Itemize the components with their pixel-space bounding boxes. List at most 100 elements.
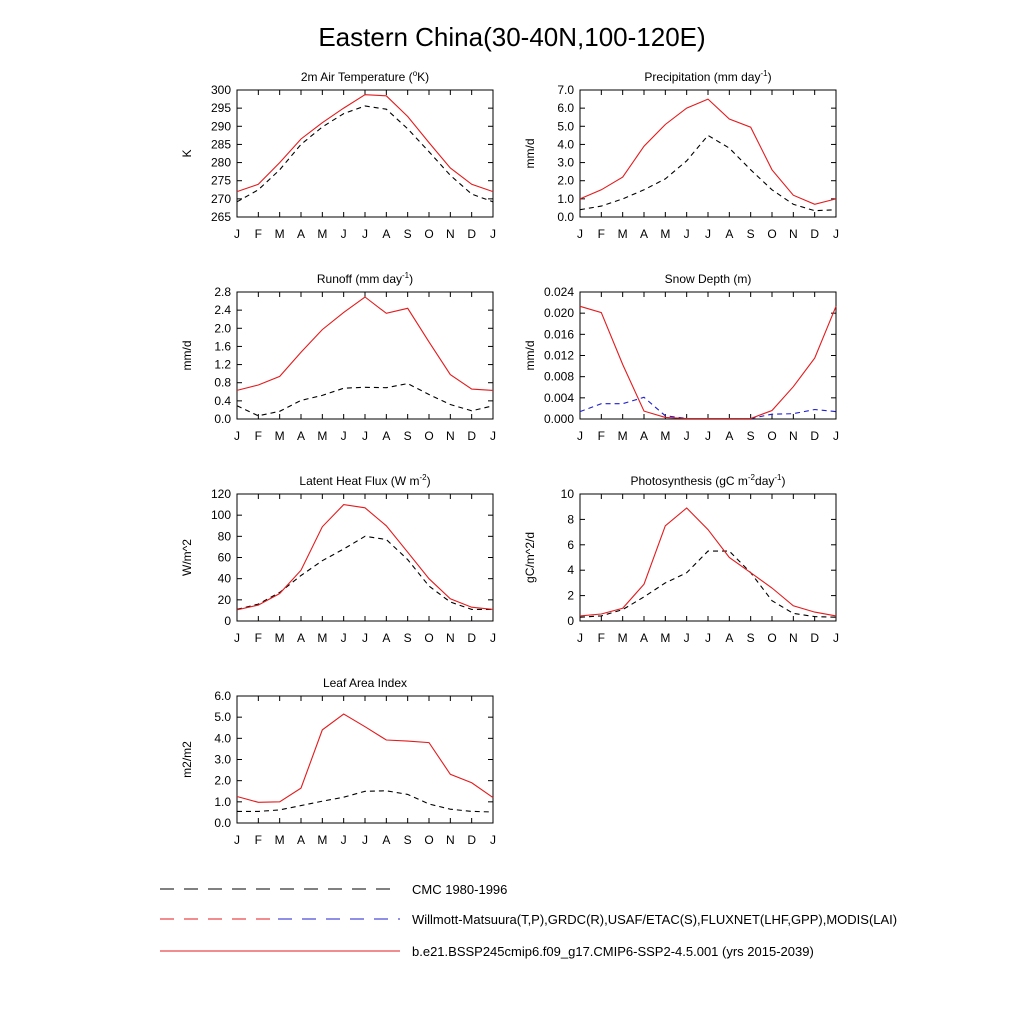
x-tick-label: A [640,631,648,645]
legend-label-cmc: CMC 1980-1996 [412,882,507,897]
y-tick-label: 290 [211,119,231,133]
x-tick-label: A [297,429,305,443]
x-tick-label: M [317,227,327,241]
y-tick-label: 0.4 [214,394,231,408]
x-tick-label: J [341,833,347,847]
x-tick-label: J [833,227,839,241]
x-tick-label: D [467,833,476,847]
x-tick-label: F [598,227,605,241]
x-tick-label: D [467,429,476,443]
series-line-model [579,507,837,617]
x-tick-label: J [705,429,711,443]
y-axis-label: W/m^2 [180,539,194,576]
series-line-model [236,713,494,803]
series-line-model [579,305,837,420]
x-tick-label: M [275,227,285,241]
x-tick-label: J [234,429,240,443]
x-tick-label: S [404,833,412,847]
x-tick-label: M [618,227,628,241]
x-tick-label: M [317,833,327,847]
y-tick-label: 0.012 [544,349,574,363]
y-tick-label: 80 [218,529,232,543]
x-tick-label: D [810,227,819,241]
x-tick-label: F [598,631,605,645]
x-tick-label: F [255,631,262,645]
plot-frame [579,493,837,622]
y-tick-label: 6 [567,538,574,552]
y-axis-label: mm/d [523,341,537,371]
series-line-obs [236,383,494,417]
x-tick-label: A [640,429,648,443]
x-tick-label: M [618,631,628,645]
x-tick-label: J [684,429,690,443]
x-tick-label: M [275,631,285,645]
plot-frame [236,493,494,622]
y-tick-label: 2.0 [557,174,574,188]
y-tick-label: 295 [211,101,231,115]
y-tick-label: 0.0 [557,210,574,224]
y-tick-label: 0.024 [544,285,574,299]
y-tick-label: 6.0 [557,101,574,115]
x-tick-label: M [618,429,628,443]
x-tick-label: O [424,429,433,443]
x-tick-label: J [490,429,496,443]
x-tick-label: S [404,227,412,241]
y-tick-label: 1.0 [214,795,231,809]
x-tick-label: A [725,631,733,645]
y-tick-label: 10 [561,487,575,501]
x-tick-label: A [382,429,390,443]
x-tick-label: D [810,429,819,443]
y-tick-label: 3.0 [557,156,574,170]
y-tick-label: 280 [211,156,231,170]
panel-title: Snow Depth (m) [665,272,752,286]
panel-0: J F M A M J J A S O N D J265270275280285290295300K2m… [180,69,496,241]
panel-4: J F M A M J J A S O N D J020406080100120W/m^2Latent … [180,473,496,645]
panels: J F M A M J J A S O N D J265270275280285290295300K2m… [180,69,839,847]
y-tick-label: 2.0 [214,774,231,788]
y-tick-label: 4 [567,563,574,577]
y-tick-label: 2.0 [214,321,231,335]
y-tick-label: 0.008 [544,370,574,384]
series-line-obs [579,550,837,618]
figure-title: Eastern China(30-40N,100-120E) [318,22,705,52]
x-tick-label: D [467,631,476,645]
x-tick-label: J [234,833,240,847]
y-tick-label: 0 [224,614,231,628]
x-tick-label: M [275,833,285,847]
y-tick-label: 0.0 [214,816,231,830]
y-axis-label: m2/m2 [180,741,194,778]
x-tick-label: M [317,429,327,443]
x-tick-label: O [767,227,776,241]
series-line-model [236,94,494,193]
y-axis-label: gC/m^2/d [523,532,537,583]
x-tick-label: J [684,227,690,241]
y-tick-label: 100 [211,508,231,522]
x-tick-label: A [382,227,390,241]
x-tick-label: N [446,833,455,847]
y-tick-label: 4.0 [214,731,231,745]
legend-label-obs: Willmott-Matsuura(T,P),GRDC(R),USAF/ETAC… [412,912,897,927]
x-tick-label: M [660,631,670,645]
panel-6: J F M A M J J A S O N D J0.01.02.03.04.05.06.0m2/m2L… [180,676,496,847]
x-tick-label: J [362,833,368,847]
x-tick-label: F [255,833,262,847]
x-tick-label: J [341,227,347,241]
x-tick-label: N [446,429,455,443]
panel-title: Leaf Area Index [323,676,407,690]
x-tick-label: M [660,227,670,241]
y-tick-label: 300 [211,83,231,97]
series-line-obs [579,134,837,212]
x-tick-label: J [684,631,690,645]
plot-frame [579,89,837,218]
y-tick-label: 7.0 [557,83,574,97]
series-line-model [579,98,837,205]
y-tick-label: 285 [211,137,231,151]
y-axis-label: mm/d [523,139,537,169]
panel-3: J F M A M J J A S O N D J0.0000.0040.0080.0120.0160.… [523,272,839,443]
x-tick-label: M [317,631,327,645]
x-tick-label: S [404,631,412,645]
x-tick-label: N [789,631,798,645]
y-tick-label: 0.0 [214,412,231,426]
x-tick-label: S [747,631,755,645]
x-tick-label: S [747,429,755,443]
